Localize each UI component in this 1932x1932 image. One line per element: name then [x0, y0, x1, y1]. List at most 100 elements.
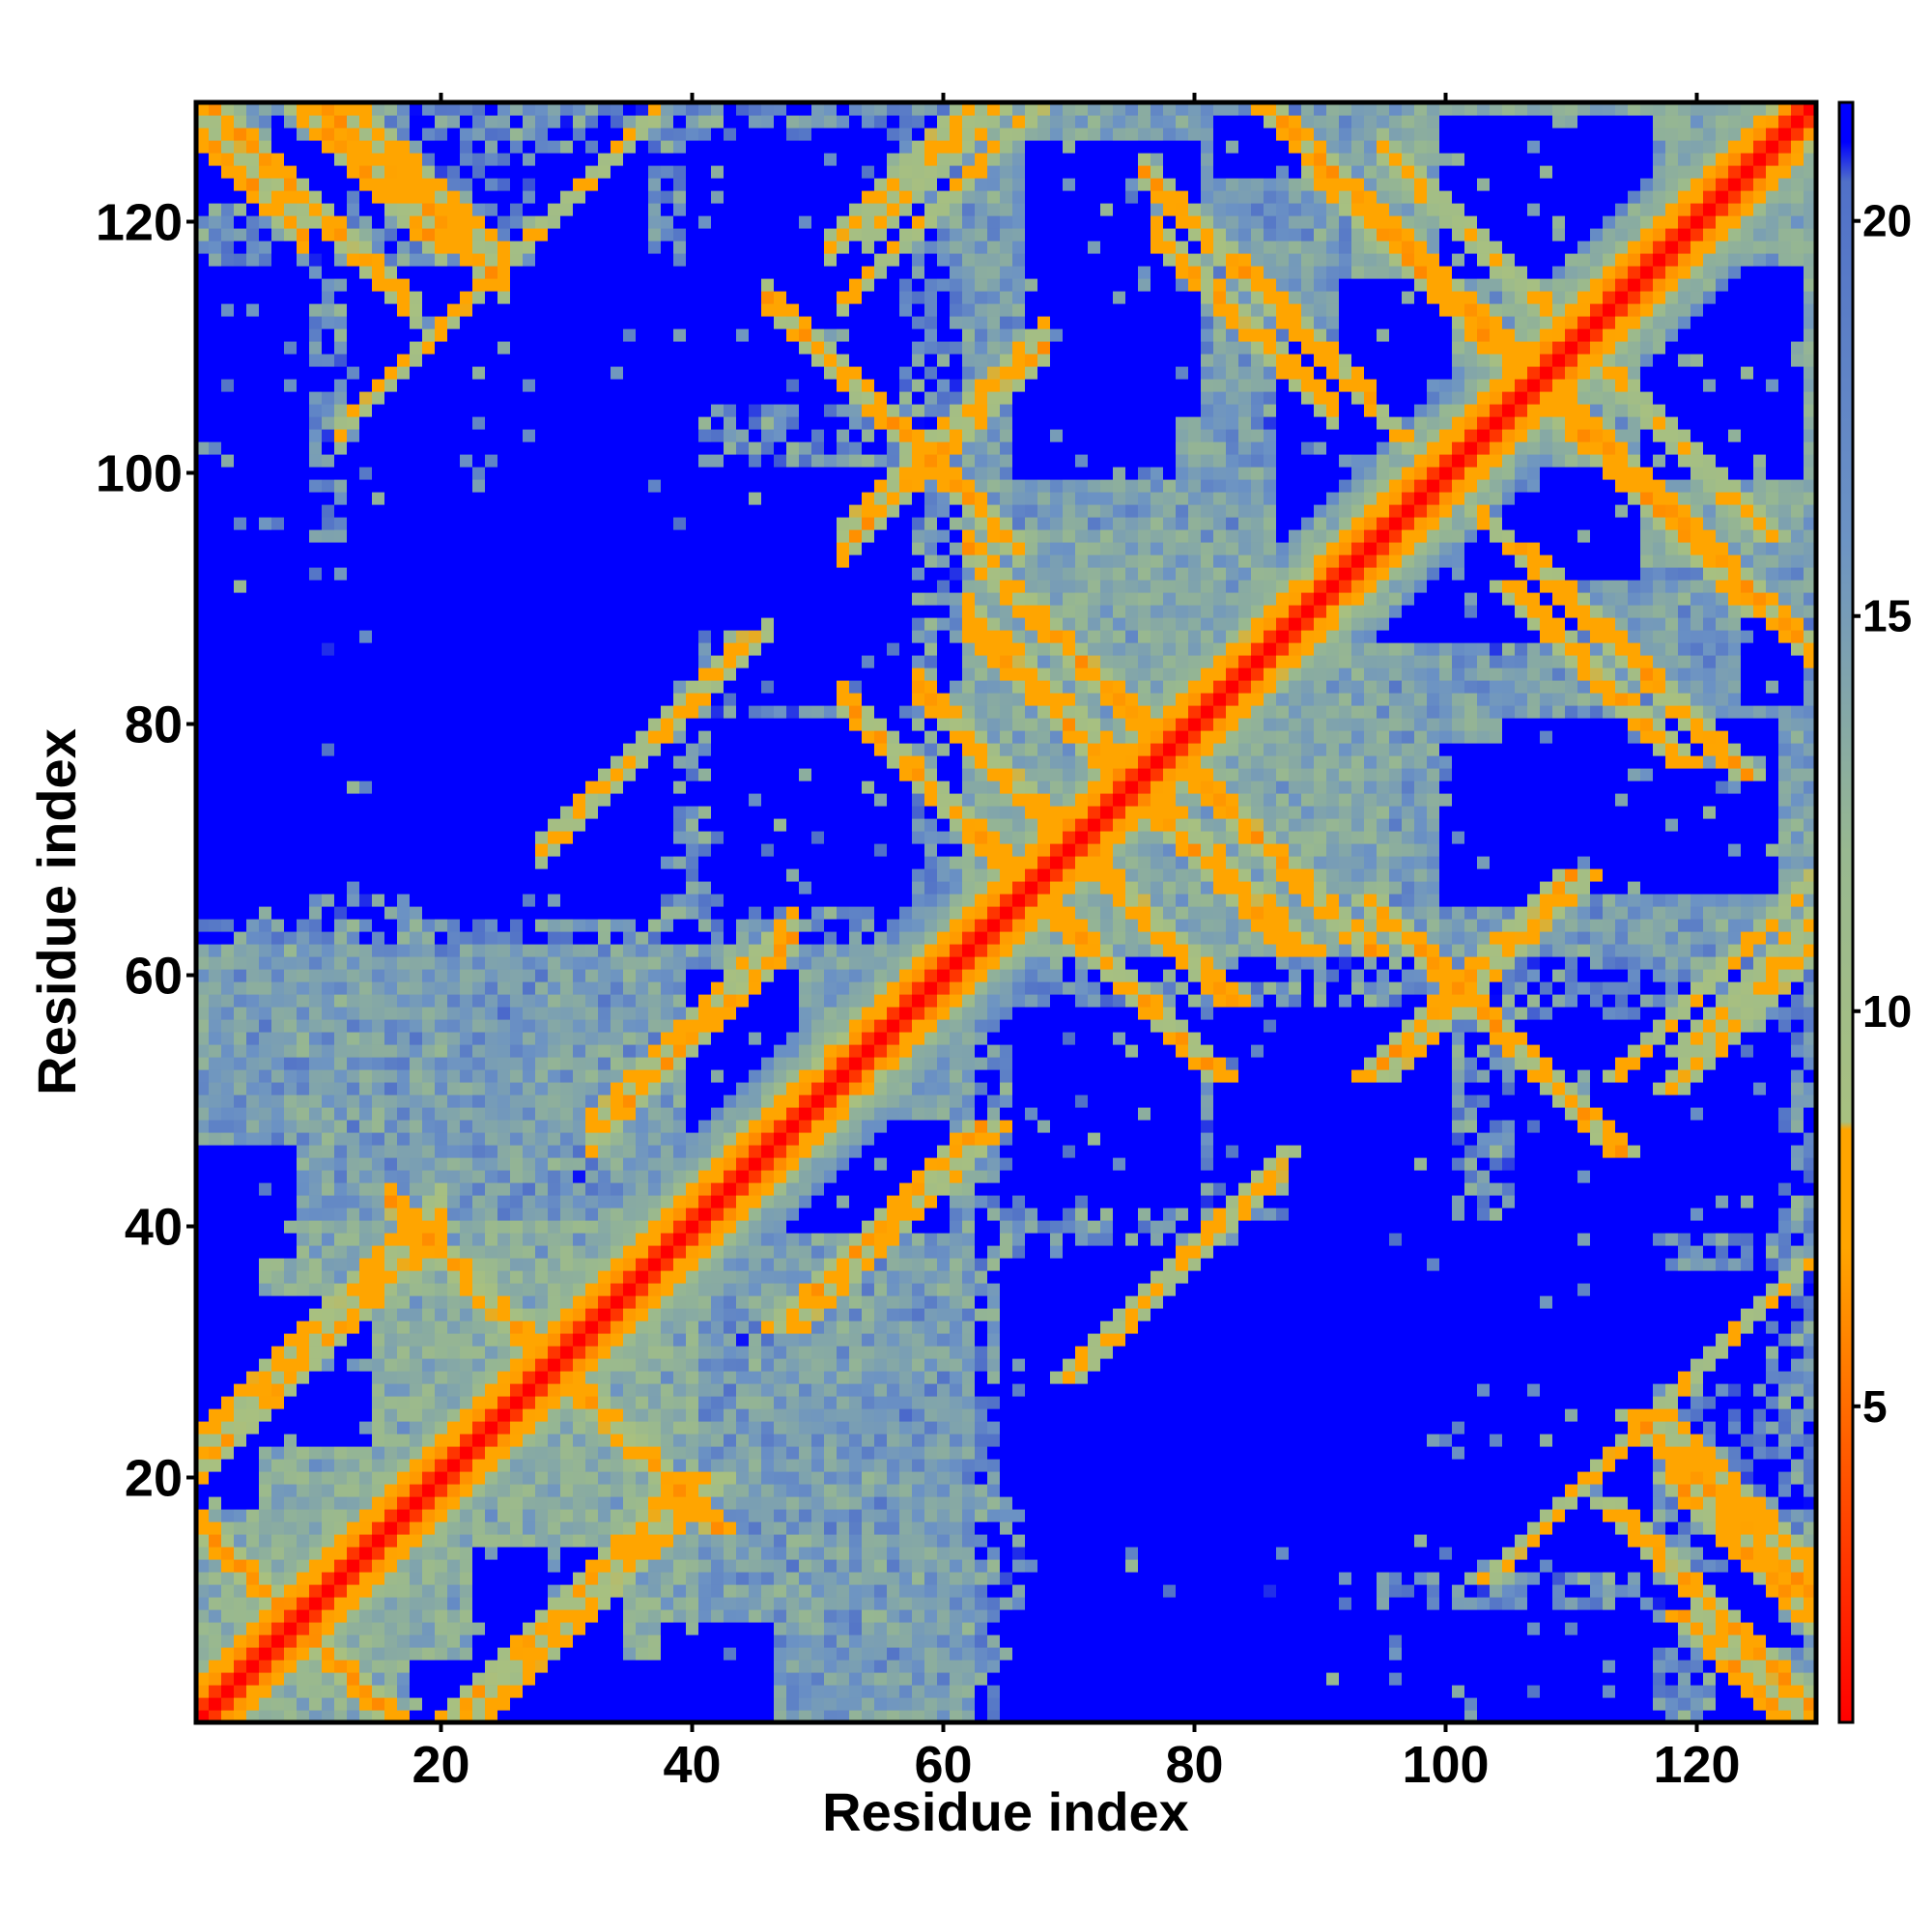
heatmap-cell — [560, 906, 574, 920]
heatmap-cell — [485, 1383, 498, 1397]
heatmap-cell — [535, 1044, 549, 1058]
heatmap-cell — [397, 341, 411, 355]
heatmap-cell — [322, 1383, 335, 1397]
heatmap-cell — [435, 956, 448, 970]
heatmap-cell — [523, 128, 536, 141]
heatmap-cell — [636, 956, 649, 970]
heatmap-cell — [598, 391, 611, 405]
heatmap-cell — [497, 894, 511, 907]
heatmap-cell — [560, 642, 574, 656]
heatmap-cell — [648, 781, 662, 794]
heatmap-cell — [611, 316, 624, 329]
heatmap-cell — [221, 843, 235, 857]
heatmap-cell — [359, 253, 373, 267]
heatmap-cell — [372, 1019, 385, 1033]
heatmap-cell — [372, 592, 385, 606]
heatmap-cell — [548, 467, 561, 480]
heatmap-cell — [347, 1459, 360, 1472]
heatmap-cell — [573, 743, 586, 756]
heatmap-cell — [309, 1459, 323, 1472]
heatmap-cell — [460, 1019, 473, 1033]
heatmap-cell — [334, 1295, 348, 1309]
heatmap-cell — [523, 1208, 536, 1221]
heatmap-cell — [246, 416, 260, 430]
heatmap-cell — [259, 1182, 272, 1196]
heatmap-cell — [259, 1509, 272, 1522]
heatmap-cell — [209, 278, 222, 292]
heatmap-cell — [322, 316, 335, 329]
heatmap-cell — [359, 278, 373, 292]
heatmap-cell — [372, 1044, 385, 1058]
heatmap-cell — [410, 1145, 423, 1158]
heatmap-cell — [447, 806, 461, 819]
heatmap-cell — [585, 868, 599, 882]
heatmap-cell — [636, 567, 649, 581]
heatmap-cell — [497, 680, 511, 694]
heatmap-cell — [359, 856, 373, 869]
heatmap-cell — [447, 868, 461, 882]
heatmap-cell — [397, 768, 411, 781]
heatmap-cell — [472, 1584, 486, 1598]
heatmap-cell — [648, 642, 662, 656]
heatmap-cell — [611, 190, 624, 204]
heatmap-cell — [611, 931, 624, 945]
heatmap-cell — [598, 818, 611, 832]
heatmap-cell — [209, 944, 222, 957]
heatmap-cell — [435, 291, 448, 304]
heatmap-cell — [623, 818, 637, 832]
heatmap-cell — [209, 1358, 222, 1372]
heatmap-cell — [271, 316, 285, 329]
heatmap-cell — [422, 1496, 436, 1510]
heatmap-cell — [523, 253, 536, 267]
heatmap-cell — [297, 228, 310, 242]
heatmap-cell — [510, 1082, 524, 1095]
heatmap-cell — [334, 354, 348, 367]
heatmap-cell — [209, 630, 222, 643]
heatmap-cell — [460, 1069, 473, 1083]
heatmap-cell — [435, 868, 448, 882]
heatmap-cell — [271, 253, 285, 267]
heatmap-cell — [347, 1145, 360, 1158]
heatmap-cell — [246, 944, 260, 957]
heatmap-cell — [611, 1459, 624, 1472]
heatmap-cell — [510, 1371, 524, 1384]
heatmap-cell — [284, 1685, 298, 1698]
heatmap-cell — [485, 1283, 498, 1296]
heatmap-cell — [334, 718, 348, 731]
heatmap-cell — [422, 806, 436, 819]
heatmap-cell — [497, 1321, 511, 1334]
heatmap-cell — [334, 153, 348, 166]
heatmap-cell — [523, 1446, 536, 1460]
heatmap-cell — [497, 115, 511, 128]
heatmap-cell — [334, 969, 348, 982]
heatmap-cell — [372, 1107, 385, 1121]
heatmap-cell — [497, 768, 511, 781]
heatmap-cell — [510, 115, 524, 128]
heatmap-cell — [472, 1120, 486, 1133]
heatmap-cell — [460, 793, 473, 807]
heatmap-cell — [259, 1107, 272, 1121]
heatmap-cell — [585, 1408, 599, 1422]
heatmap-cell — [372, 1597, 385, 1610]
heatmap-cell — [384, 1094, 398, 1108]
heatmap-cell — [234, 1672, 247, 1686]
heatmap-cell — [309, 806, 323, 819]
heatmap-cell — [259, 1572, 272, 1585]
heatmap-cell — [410, 793, 423, 807]
heatmap-cell — [548, 1170, 561, 1183]
heatmap-cell — [497, 944, 511, 957]
heatmap-cell — [284, 554, 298, 568]
heatmap-cell — [573, 517, 586, 530]
heatmap-cell — [661, 831, 674, 844]
heatmap-cell — [209, 328, 222, 342]
heatmap-cell — [284, 1396, 298, 1409]
heatmap-cell — [309, 479, 323, 493]
heatmap-cell — [548, 718, 561, 731]
heatmap-cell — [598, 580, 611, 593]
heatmap-cell — [611, 1434, 624, 1447]
heatmap-cell — [673, 931, 687, 945]
heatmap-cell — [271, 266, 285, 279]
heatmap-cell — [334, 1597, 348, 1610]
heatmap-cell — [334, 1634, 348, 1648]
heatmap-cell — [510, 705, 524, 719]
